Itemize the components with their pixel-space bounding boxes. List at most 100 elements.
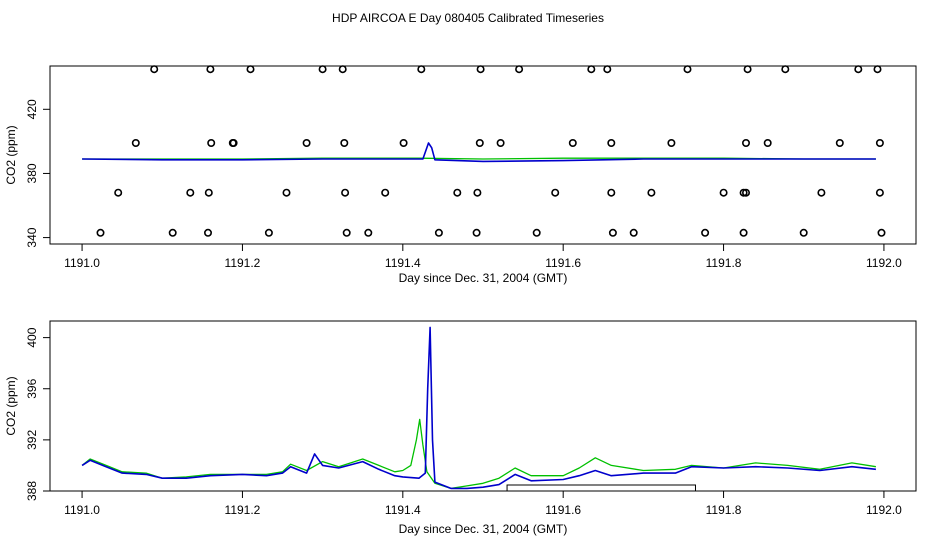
bottom-y-tick-label: 396 xyxy=(25,378,39,398)
top-ticks: 1191.0 1191.2 1191.4 1191.6 1191.8 1192.0 340 3… xyxy=(25,99,902,270)
top-marker-point xyxy=(434,228,443,237)
top-marker-point xyxy=(603,65,612,74)
bottom-plot-frame xyxy=(49,320,917,492)
bottom-x-axis-label: Day since Dec. 31, 2004 (GMT) xyxy=(399,522,568,536)
top-marker-point xyxy=(204,228,213,237)
top-marker-point xyxy=(607,139,616,148)
chart-title: HDP AIRCOA E Day 080405 Calibrated Times… xyxy=(332,11,604,25)
top-marker-point xyxy=(875,139,884,148)
top-marker-point xyxy=(476,65,485,74)
bottom-x-tick-label: 1191.4 xyxy=(385,503,421,517)
bottom-y-tick-label: 388 xyxy=(25,481,39,501)
top-marker-point xyxy=(877,228,886,237)
top-marker-point xyxy=(835,139,844,148)
top-marker-point xyxy=(302,139,311,148)
top-marker-point xyxy=(607,188,616,197)
top-marker-point xyxy=(608,228,617,237)
bottom-panel: 1191.0 1191.2 1191.4 1191.6 1191.8 1192.0 388 3… xyxy=(4,320,917,536)
bottom-x-tick-label: 1191.6 xyxy=(545,503,581,517)
top-marker-point xyxy=(338,65,347,74)
top-series-line-blue xyxy=(82,142,876,163)
top-panel: 1191.0 1191.2 1191.4 1191.6 1191.8 1192.0 340 3… xyxy=(4,65,917,285)
top-marker-point xyxy=(282,188,291,197)
top-marker-point xyxy=(739,228,748,237)
top-marker-point xyxy=(873,65,882,74)
top-marker-point xyxy=(683,65,692,74)
bottom-bracket xyxy=(506,484,696,491)
top-marker-point xyxy=(496,139,505,148)
top-marker-point xyxy=(629,228,638,237)
bottom-x-tick-label: 1191.8 xyxy=(706,503,742,517)
bottom-y-tick-label: 400 xyxy=(25,327,39,347)
top-marker-point xyxy=(741,139,750,148)
top-marker-point xyxy=(532,228,541,237)
top-marker-point xyxy=(568,139,577,148)
bottom-x-tick-label: 1191.0 xyxy=(64,503,100,517)
bottom-series xyxy=(81,326,877,490)
top-marker-point xyxy=(229,139,238,148)
top-marker-point xyxy=(701,228,710,237)
top-marker-point xyxy=(417,65,426,74)
top-x-tick-label: 1191.0 xyxy=(64,256,100,270)
top-marker-point xyxy=(399,139,408,148)
top-marker-point xyxy=(781,65,790,74)
top-marker-point xyxy=(799,228,808,237)
bottom-x-tick-label: 1192.0 xyxy=(866,503,902,517)
top-x-tick-label: 1191.2 xyxy=(225,256,261,270)
top-series xyxy=(82,142,876,163)
top-marker-point xyxy=(168,228,177,237)
top-marker-point xyxy=(743,65,752,74)
top-marker-point xyxy=(204,188,213,197)
top-marker-point xyxy=(647,188,656,197)
top-marker-point xyxy=(114,188,123,197)
top-marker-point xyxy=(206,65,215,74)
top-marker-point xyxy=(364,228,373,237)
top-x-tick-label: 1191.6 xyxy=(545,256,581,270)
bottom-series-line-blue xyxy=(81,326,876,490)
top-marker-point xyxy=(381,188,390,197)
bottom-x-tick-label: 1191.2 xyxy=(225,503,261,517)
top-marker-point xyxy=(475,139,484,148)
bottom-y-axis-label: CO2 (ppm) xyxy=(4,376,18,435)
top-y-tick-label: 420 xyxy=(25,99,39,119)
top-x-tick-label: 1192.0 xyxy=(866,256,902,270)
top-marker-point xyxy=(854,65,863,74)
top-y-tick-label: 340 xyxy=(25,227,39,247)
top-marker-point xyxy=(96,228,105,237)
top-marker-point xyxy=(551,188,560,197)
top-y-tick-label: 380 xyxy=(25,163,39,183)
top-marker-point xyxy=(318,65,327,74)
top-marker-point xyxy=(515,65,524,74)
top-marker-point xyxy=(131,139,140,148)
top-x-axis-label: Day since Dec. 31, 2004 (GMT) xyxy=(399,271,568,285)
top-marker-point xyxy=(340,139,349,148)
top-y-axis-label: CO2 (ppm) xyxy=(4,125,18,184)
top-marker-point xyxy=(875,188,884,197)
top-marker-point xyxy=(342,228,351,237)
top-marker-point xyxy=(246,65,255,74)
bottom-ticks: 1191.0 1191.2 1191.4 1191.6 1191.8 1192.0 388 3… xyxy=(25,327,902,517)
top-plot-frame xyxy=(49,65,917,245)
top-marker-point xyxy=(741,188,750,197)
top-marker-point xyxy=(207,139,216,148)
top-marker-point xyxy=(473,188,482,197)
top-x-tick-label: 1191.4 xyxy=(385,256,421,270)
top-marker-point xyxy=(763,139,772,148)
top-marker-point xyxy=(186,188,195,197)
bottom-series-line-green xyxy=(81,418,877,490)
top-marker-point xyxy=(341,188,350,197)
top-markers xyxy=(96,65,886,237)
top-marker-point xyxy=(150,65,159,74)
top-marker-point xyxy=(264,228,273,237)
top-marker-point xyxy=(719,188,728,197)
top-x-tick-label: 1191.8 xyxy=(706,256,742,270)
top-marker-point xyxy=(817,188,826,197)
top-marker-point xyxy=(739,188,748,197)
top-marker-point xyxy=(587,65,596,74)
top-marker-point xyxy=(472,228,481,237)
top-marker-point xyxy=(667,139,676,148)
top-marker-point xyxy=(453,188,462,197)
bottom-y-tick-label: 392 xyxy=(25,430,39,450)
bottom-bracket-line xyxy=(506,484,696,491)
